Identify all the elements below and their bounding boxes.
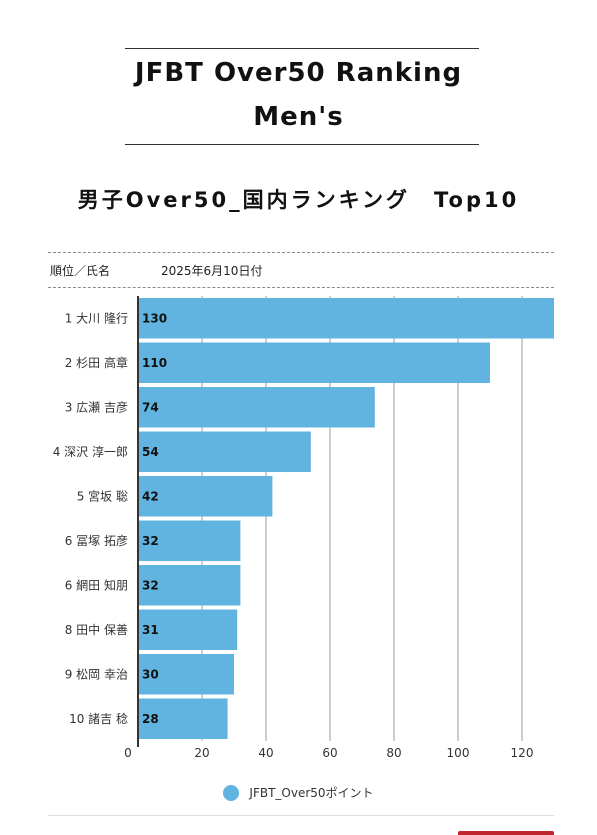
date-header: 2025年6月10日付 <box>161 264 263 278</box>
x-tick-label: 20 <box>194 746 209 760</box>
x-tick-label: 80 <box>386 746 401 760</box>
title-top-rule <box>125 48 479 49</box>
bar-9 <box>138 654 234 695</box>
category-label: 6 冨塚 拓彦 <box>65 533 128 548</box>
x-tick-label: 100 <box>447 746 470 760</box>
bar-value-label: 42 <box>142 489 159 503</box>
category-label: 4 深沢 淳一郎 <box>53 444 128 459</box>
bar-10 <box>138 698 228 739</box>
legend-label: JFBT_Over50ポイント <box>249 786 374 800</box>
bar-6 <box>138 520 241 561</box>
header-bottom-divider <box>48 287 554 288</box>
chart-legend: JFBT_Over50ポイント <box>0 784 597 801</box>
bar-3 <box>138 387 375 428</box>
bar-8 <box>138 609 238 650</box>
footer-divider <box>48 815 554 816</box>
bar-chart: 130 1 大川 隆行 110 2 杉田 高章 74 3 広瀬 吉彦 54 4 深沢 淳一郎 4… <box>53 296 554 760</box>
category-label: 1 大川 隆行 <box>65 310 128 325</box>
category-label: 9 松岡 幸治 <box>65 667 128 681</box>
rank-name-header: 順位／氏名 <box>50 264 111 278</box>
bar-value-label: 28 <box>142 712 159 726</box>
legend-swatch <box>223 784 240 801</box>
category-label: 3 広瀬 吉彦 <box>65 399 128 414</box>
bar-value-label: 32 <box>142 534 159 548</box>
chart-subtitle: 男子Over50_国内ランキング Top10 <box>77 188 520 212</box>
x-tick-label: 0 <box>124 746 132 760</box>
page-title-sub: Men's <box>253 102 344 132</box>
category-label: 8 田中 保善 <box>65 622 128 637</box>
x-tick-label: 40 <box>258 746 273 760</box>
bar-7 <box>138 565 241 606</box>
x-tick-label: 120 <box>511 746 534 760</box>
category-label: 5 宮坂 聡 <box>77 488 128 503</box>
bar-value-label: 110 <box>142 356 167 370</box>
bar-value-label: 32 <box>142 578 159 592</box>
category-label: 6 網田 知朋 <box>65 578 128 592</box>
bar-5 <box>138 476 273 517</box>
bar-2 <box>138 342 490 383</box>
scroll-top-tab[interactable] <box>458 831 554 835</box>
page-title: JFBT Over50 Ranking <box>134 58 463 88</box>
bar-value-label: 30 <box>142 667 159 681</box>
bar-value-label: 130 <box>142 311 167 325</box>
category-label: 2 杉田 高章 <box>65 355 128 370</box>
header-top-divider <box>48 252 554 253</box>
category-label: 10 諸吉 稔 <box>69 711 128 726</box>
x-tick-label: 60 <box>322 746 337 760</box>
bar-value-label: 54 <box>142 445 159 459</box>
bar-value-label: 31 <box>142 623 159 637</box>
bar-value-label: 74 <box>142 400 159 414</box>
bar-1 <box>138 298 554 339</box>
bar-4 <box>138 431 311 472</box>
title-bottom-rule <box>125 144 479 145</box>
